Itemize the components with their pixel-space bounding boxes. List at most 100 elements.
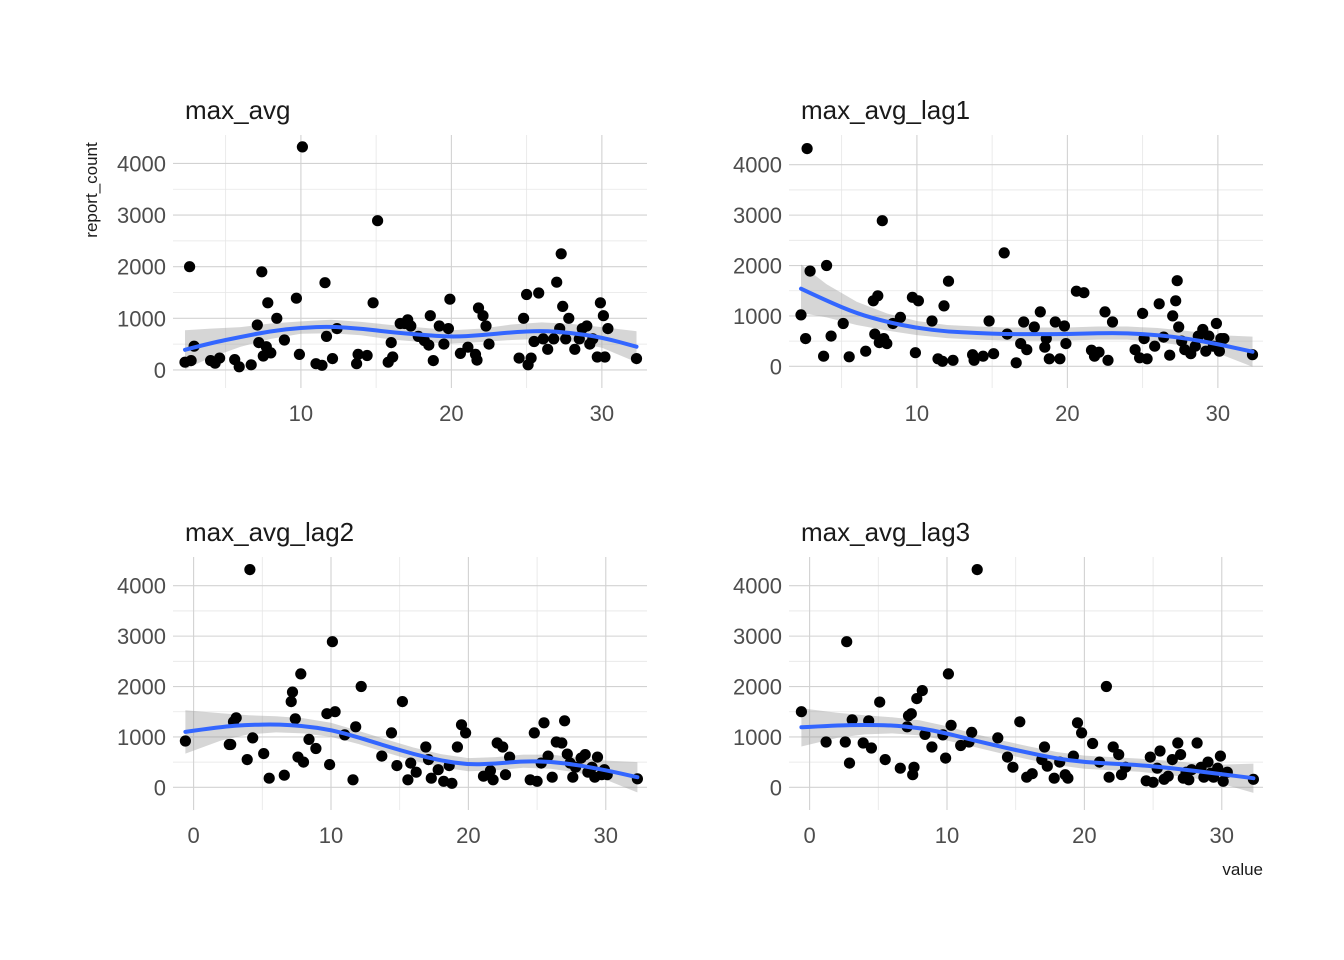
data-point xyxy=(1049,316,1061,328)
data-point xyxy=(983,315,995,327)
data-point xyxy=(290,292,302,304)
data-point xyxy=(602,323,614,335)
data-point xyxy=(843,351,855,363)
data-point xyxy=(1164,349,1176,361)
data-point xyxy=(387,351,399,363)
data-point xyxy=(1060,338,1072,350)
data-point xyxy=(483,338,495,350)
x-tick-label: 30 xyxy=(1210,823,1234,848)
y-tick-label: 3000 xyxy=(117,624,166,649)
data-point xyxy=(537,333,549,345)
data-point xyxy=(225,738,237,751)
data-point xyxy=(1014,716,1026,728)
data-point xyxy=(446,777,458,789)
y-tick-label: 0 xyxy=(154,358,166,383)
data-point xyxy=(423,339,435,351)
data-point xyxy=(559,715,571,727)
data-point xyxy=(1078,287,1090,299)
x-tick-label: 20 xyxy=(1072,823,1096,848)
data-point xyxy=(879,754,891,766)
panel-title: max_avg_lag1 xyxy=(801,95,970,125)
data-point xyxy=(594,297,607,309)
data-point xyxy=(1099,306,1111,318)
y-tick-label: 3000 xyxy=(733,203,782,228)
data-point xyxy=(444,293,456,305)
data-point xyxy=(872,290,884,302)
data-point xyxy=(857,737,869,749)
data-point xyxy=(905,708,917,720)
data-point xyxy=(251,319,263,331)
data-point xyxy=(916,685,928,697)
data-point xyxy=(894,311,907,323)
data-point xyxy=(1149,340,1161,352)
data-point xyxy=(1100,680,1112,693)
data-point xyxy=(1062,772,1074,784)
data-point xyxy=(1106,316,1119,328)
data-point xyxy=(320,330,333,342)
data-point xyxy=(1217,775,1229,787)
panel-title: max_avg xyxy=(185,95,291,125)
data-point xyxy=(303,733,315,746)
data-point xyxy=(1010,357,1022,369)
data-point xyxy=(839,736,851,748)
data-point xyxy=(385,337,397,349)
data-point xyxy=(376,750,388,762)
data-point xyxy=(420,741,432,753)
y-tick-label: 1000 xyxy=(733,304,782,329)
data-point xyxy=(909,347,922,359)
data-point xyxy=(1103,771,1115,783)
x-tick-label: 30 xyxy=(594,823,618,848)
data-point xyxy=(1058,320,1070,332)
data-point xyxy=(556,737,568,749)
data-point xyxy=(560,333,572,345)
data-point xyxy=(442,323,454,335)
data-point xyxy=(1153,298,1165,310)
data-point xyxy=(214,352,226,364)
y-tick-label: 0 xyxy=(770,354,782,379)
data-point xyxy=(405,757,417,769)
facet-panel-max_avg: max_avg 10 20 30 0 1000 2000 3000 4000 xyxy=(117,95,647,426)
data-point xyxy=(825,330,837,342)
y-axis-title: report_count xyxy=(82,142,101,238)
data-point xyxy=(499,769,512,781)
data-point xyxy=(487,774,499,786)
data-point xyxy=(1001,751,1014,763)
data-point xyxy=(241,754,253,766)
data-point xyxy=(926,741,938,753)
data-point xyxy=(942,668,955,680)
data-point xyxy=(518,312,530,324)
y-tick-label: 2000 xyxy=(117,675,166,700)
data-point xyxy=(432,764,444,776)
y-tick-label: 1000 xyxy=(733,725,782,750)
data-point xyxy=(528,335,540,348)
data-point xyxy=(533,287,545,299)
data-point xyxy=(289,713,301,725)
data-point xyxy=(433,320,445,332)
x-axis-title: value xyxy=(1222,860,1263,879)
data-point xyxy=(179,735,191,747)
data-point xyxy=(597,310,610,322)
data-point xyxy=(497,741,509,753)
data-point xyxy=(367,297,379,309)
y-tick-label: 4000 xyxy=(117,151,166,176)
y-tick-label: 0 xyxy=(770,775,782,800)
data-point xyxy=(876,215,888,227)
data-point xyxy=(966,726,978,739)
data-point xyxy=(936,355,949,367)
data-point xyxy=(1137,307,1149,319)
data-point xyxy=(988,348,1000,360)
data-point xyxy=(869,328,881,340)
y-tick-label: 4000 xyxy=(733,574,782,599)
data-point xyxy=(1041,760,1053,772)
data-point xyxy=(977,350,989,362)
x-tick-label: 0 xyxy=(187,823,199,848)
data-point xyxy=(1028,321,1040,333)
data-point xyxy=(262,297,274,309)
data-point xyxy=(1043,353,1055,365)
data-point xyxy=(1214,750,1226,762)
data-point xyxy=(1102,354,1114,366)
data-point xyxy=(256,266,268,278)
data-point xyxy=(630,353,643,365)
data-point xyxy=(911,693,923,705)
